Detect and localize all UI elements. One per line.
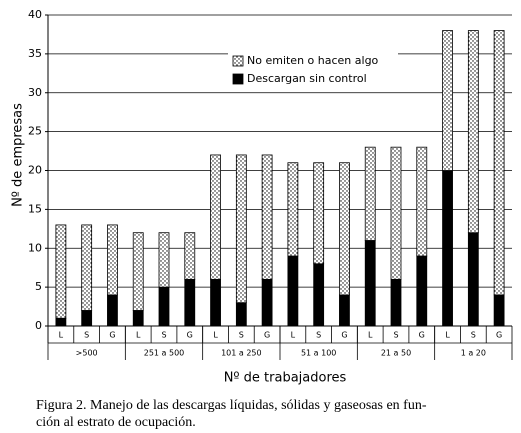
- bar-segment: [287, 162, 299, 257]
- x-tick-label: G: [109, 331, 115, 340]
- bar-segment: [390, 278, 402, 327]
- bar-segment: [235, 154, 247, 304]
- x-axis-title: Nº de trabajadores: [224, 371, 347, 386]
- group-label: 1 a 20: [461, 349, 486, 358]
- caption-line: Figura 2. Manejo de las descargas líquid…: [36, 398, 427, 413]
- bar-segment: [390, 146, 402, 280]
- x-tick-label: S: [239, 331, 244, 340]
- x-tick-label: L: [445, 331, 450, 340]
- x-tick-label: L: [291, 331, 296, 340]
- x-tick-label: G: [419, 331, 425, 340]
- bar-segment: [132, 310, 144, 327]
- legend-swatch: [232, 55, 244, 67]
- x-tick-label: S: [161, 331, 166, 340]
- y-tick-label: 30: [28, 86, 42, 99]
- x-tick-label: L: [213, 331, 218, 340]
- bar-segment: [416, 146, 428, 257]
- bar-segment: [416, 255, 428, 327]
- x-tick-label: L: [368, 331, 373, 340]
- bar-segment: [158, 232, 170, 288]
- bar-segment: [339, 162, 350, 296]
- bar-segment: [261, 154, 273, 280]
- x-tick-label: G: [341, 331, 347, 340]
- y-tick-label: 5: [35, 280, 42, 293]
- legend-swatch: [232, 73, 244, 85]
- y-tick-label: 25: [28, 125, 42, 138]
- x-tick-label: G: [496, 331, 502, 340]
- bar-segment: [467, 232, 479, 327]
- bar-segment: [81, 310, 93, 327]
- y-tick-label: 20: [28, 164, 42, 177]
- legend-label: No emiten o hacen algo: [247, 54, 379, 67]
- bar-segment: [493, 30, 505, 296]
- bar-segment: [339, 294, 350, 327]
- x-tick-label: S: [84, 331, 89, 340]
- bar-segment: [210, 154, 221, 280]
- legend-box: [228, 52, 398, 88]
- bar-segment: [158, 286, 170, 327]
- group-label: 251 a 500: [144, 349, 185, 358]
- y-axis-title: Nº de empresas: [11, 103, 26, 207]
- caption-line: ción al estrato de ocupación.: [36, 415, 196, 430]
- y-tick-label: 15: [28, 202, 42, 215]
- group-label: 21 a 50: [381, 349, 411, 358]
- bar-segment: [313, 263, 325, 327]
- bar-segment: [493, 294, 505, 327]
- bar-segment: [55, 317, 67, 327]
- bar-segment: [442, 170, 453, 327]
- bar-segment: [184, 232, 196, 280]
- y-tick-label: 0: [35, 319, 42, 332]
- bar-segment: [313, 162, 325, 265]
- bar-segment: [107, 224, 118, 296]
- bar-segment: [287, 255, 299, 327]
- y-tick-label: 10: [28, 241, 42, 254]
- group-label: 101 a 250: [221, 349, 262, 358]
- x-tick-label: L: [136, 331, 141, 340]
- bar-segment: [81, 224, 93, 311]
- bar-segment: [107, 294, 118, 327]
- x-tick-label: G: [187, 331, 193, 340]
- bar-segment: [261, 278, 273, 327]
- x-tick-label: S: [471, 331, 476, 340]
- group-label: >500: [76, 349, 98, 358]
- x-tick-label: S: [316, 331, 321, 340]
- bar-segment: [235, 302, 247, 327]
- group-label: 51 a 100: [301, 349, 336, 358]
- bar-segment: [132, 232, 144, 311]
- x-tick-label: S: [393, 331, 398, 340]
- y-tick-label: 35: [28, 47, 42, 60]
- legend-label: Descargan sin control: [247, 72, 367, 85]
- x-tick-label: L: [59, 331, 64, 340]
- bar-segment: [467, 30, 479, 234]
- y-tick-label: 40: [28, 8, 42, 21]
- bar-segment: [210, 278, 221, 327]
- bar-segment: [364, 146, 376, 241]
- bar-segment: [364, 240, 376, 327]
- x-tick-label: G: [264, 331, 270, 340]
- bar-segment: [184, 278, 196, 327]
- bar-segment: [55, 224, 67, 319]
- bar-segment: [442, 30, 453, 171]
